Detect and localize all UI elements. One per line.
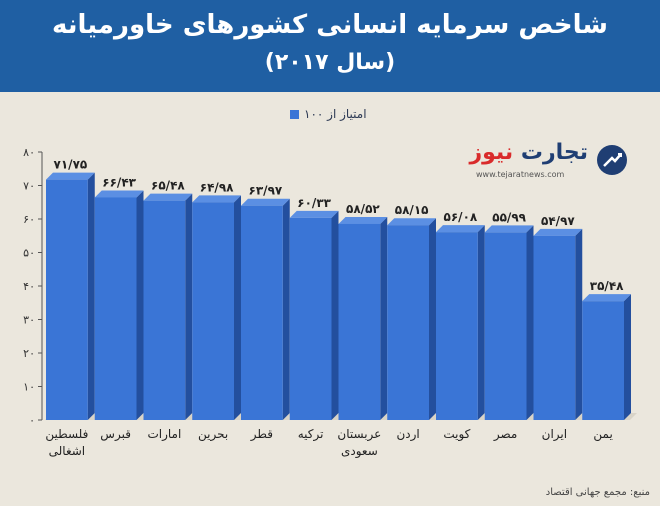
chart-title: شاخص سرمایه انسانی کشورهای خاورمیانه: [52, 10, 608, 40]
bar-side: [331, 210, 339, 420]
y-tick-label: ۴۰: [23, 280, 35, 293]
data-label: ۶۰/۳۳: [297, 196, 331, 210]
bar: [192, 202, 234, 420]
bar: [143, 200, 186, 420]
x-tick-label: امارات: [147, 427, 181, 442]
bar-side: [477, 225, 485, 420]
x-tick-label: عربستان: [337, 427, 381, 442]
bar-top: [338, 216, 388, 224]
x-tick-label: ترکیه: [298, 427, 324, 442]
y-tick-label: ۰: [29, 414, 35, 427]
data-label: ۵۵/۹۹: [492, 210, 526, 224]
x-tick-label: اردن: [396, 427, 419, 442]
bar: [533, 235, 576, 420]
bar: [436, 232, 478, 420]
x-tick-label: بحرین: [198, 427, 228, 442]
bar-side: [575, 228, 583, 420]
x-tick-label: کویت: [443, 427, 470, 442]
x-tick-label: فلسطین: [45, 427, 88, 442]
data-label: ۵۸/۵۲: [346, 202, 380, 216]
brand-name-main: تجارت: [520, 140, 588, 165]
bar-side: [624, 294, 631, 420]
y-tick-label: ۱۰: [23, 381, 35, 394]
y-tick-label: ۶۰: [23, 213, 35, 226]
labels: ۷۱/۷۵ فلسطین اشغالی ۶۶/۴۳ قبرس ۶۵/۴۸ امارات ۶۴/…: [45, 158, 624, 459]
brand-url: www.tejaratnews.com: [476, 170, 565, 179]
bar-top: [289, 210, 339, 218]
bar: [338, 223, 381, 420]
y-tick-label: ۷۰: [23, 180, 35, 193]
source-note: منبع: مجمع جهانی اقتصاد: [545, 487, 650, 498]
bar-side: [282, 198, 290, 420]
data-label: ۶۳/۹۷: [249, 184, 283, 198]
bar-top: [94, 190, 144, 198]
bar: [484, 232, 527, 420]
legend-label: امتیاز از ۱۰۰: [304, 107, 367, 121]
bar-top: [533, 228, 583, 236]
bar: [94, 197, 137, 420]
bar: [46, 179, 88, 420]
bar-top: [143, 193, 193, 201]
data-label: ۵۴/۹۷: [541, 214, 575, 228]
bar-side: [429, 218, 436, 420]
data-label: ۷۱/۷۵: [54, 158, 88, 172]
bar-top: [582, 294, 631, 302]
x-tick-label: سعودی: [341, 444, 378, 459]
bar-side: [185, 193, 193, 420]
bar-side: [234, 195, 241, 420]
bars: [46, 172, 631, 420]
x-tick-label: قطر: [250, 427, 273, 442]
bar-side: [526, 225, 534, 420]
chart-legend: امتیاز از ۱۰۰: [290, 107, 367, 121]
x-tick-label: مصر: [493, 427, 517, 442]
bar-top: [484, 225, 534, 233]
x-tick-label: یمن: [593, 427, 612, 442]
bar-top: [436, 225, 485, 233]
bar: [582, 301, 624, 420]
y-tick-label: ۲۰: [23, 347, 35, 360]
bar-side: [87, 172, 95, 420]
legend-swatch: [290, 109, 299, 119]
data-label: ۵۶/۰۸: [444, 210, 478, 224]
x-tick-label: ایران: [542, 427, 567, 442]
data-label: ۳۵/۴۸: [590, 279, 624, 293]
bar-side: [380, 216, 388, 420]
brand-logo: تجارت نیوز www.tejaratnews.com: [469, 140, 630, 182]
y-tick-label: ۳۰: [23, 314, 35, 327]
bar: [241, 205, 283, 420]
data-label: ۶۶/۴۳: [102, 175, 136, 189]
brand-name: تجارت نیوز: [469, 140, 588, 165]
y-tick-label: ۸۰: [23, 146, 35, 159]
brand-emblem-icon: [597, 145, 627, 175]
brand-name-accent: نیوز: [469, 140, 514, 165]
bar-top: [192, 195, 241, 203]
bar-top: [46, 172, 95, 180]
bar: [387, 225, 429, 420]
x-tick-label: قبرس: [100, 427, 131, 442]
data-label: ۶۵/۴۸: [151, 179, 185, 193]
chart-subtitle: (سال ۲۰۱۷): [264, 50, 396, 75]
bar-top: [387, 218, 436, 226]
bar-side: [136, 190, 144, 420]
data-label: ۶۴/۹۸: [200, 180, 234, 194]
chart-header: شاخص سرمایه انسانی کشورهای خاورمیانه (سا…: [0, 0, 660, 92]
data-label: ۵۸/۱۵: [395, 203, 429, 217]
x-tick-label: اشغالی: [49, 444, 86, 458]
bar-top: [241, 198, 290, 206]
y-tick-label: ۵۰: [23, 247, 35, 260]
bar: [289, 217, 332, 420]
